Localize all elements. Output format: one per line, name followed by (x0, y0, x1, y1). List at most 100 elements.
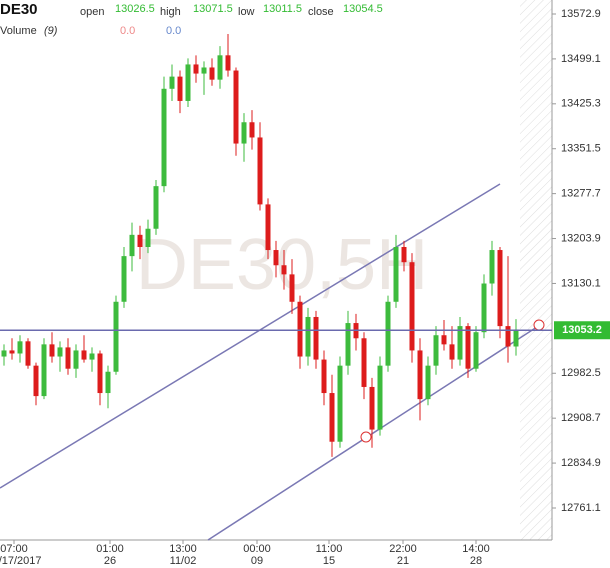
candle-body (1, 350, 7, 357)
candle-body (257, 137, 263, 205)
candle-body (425, 365, 431, 400)
open-value: 13026.5 (115, 3, 155, 15)
candle-body (49, 344, 55, 357)
candle-body (489, 250, 495, 284)
candle-body (385, 301, 391, 366)
x-tick-label: 13:00 (169, 543, 197, 555)
candle-body (161, 88, 167, 187)
candle-body (297, 301, 303, 357)
x-tick-label: 14:00 (462, 543, 490, 555)
candle-body (209, 67, 215, 80)
x-tick-sublabel: 28 (470, 555, 482, 567)
header: DE30 open 13026.5 high 13071.5 low 13011… (0, 1, 383, 37)
y-tick-label: 13130.1 (561, 277, 601, 289)
candle-body (369, 386, 375, 430)
x-tick-sublabel: 11/02 (170, 555, 197, 567)
x-tick-label: 11:00 (316, 543, 343, 555)
candle-body (9, 350, 15, 354)
candle-body (137, 234, 143, 247)
open-label: open (80, 6, 104, 18)
y-tick-label: 12834.9 (561, 457, 601, 469)
candle-body (25, 341, 31, 366)
x-tick-sublabel: 15 (323, 555, 335, 567)
current-price-label: 13053.2 (562, 324, 602, 336)
candle-body (193, 64, 199, 74)
x-tick-sublabel: 09 (251, 555, 263, 567)
volume-period: (9) (44, 25, 58, 37)
candle-body (177, 76, 183, 101)
candle-body (473, 332, 479, 369)
candle-body (97, 353, 103, 394)
y-tick-label: 13203.9 (561, 232, 601, 244)
candle-body (129, 234, 135, 257)
y-tick-label: 13499.1 (561, 53, 601, 65)
candle-body (417, 350, 423, 400)
candle-body (345, 323, 351, 366)
current-price-box (554, 321, 610, 340)
y-tick-label: 12761.1 (561, 502, 601, 514)
candle-body (225, 55, 231, 71)
anchor-point (360, 431, 372, 443)
x-tick-sublabel: 26 (104, 555, 116, 567)
candle-body (409, 262, 415, 351)
candle-body (321, 359, 327, 394)
y-tick-label: 12908.7 (561, 412, 601, 424)
trend-line (207, 324, 541, 541)
candle-body (241, 122, 247, 144)
low-value: 13011.5 (263, 3, 302, 15)
candle-body (305, 316, 311, 357)
candle-body (481, 283, 487, 333)
candle-body (233, 70, 239, 144)
x-tick-label: 00:00 (243, 543, 271, 555)
candle-body (337, 365, 343, 442)
candle-body (73, 350, 79, 369)
candle-body (81, 350, 87, 360)
candle-body (153, 186, 159, 229)
x-tick-label: 07:00 (0, 543, 28, 555)
candle-body (41, 344, 47, 397)
candle-body (169, 76, 175, 89)
candle-body (273, 250, 279, 266)
x-tick-sublabel: 21 (397, 555, 409, 567)
candle-body (457, 326, 463, 360)
candle-body (361, 338, 367, 387)
y-tick-label: 12982.5 (561, 367, 601, 379)
y-tick-label: 13277.7 (561, 188, 601, 200)
candle-body (65, 347, 71, 369)
x-tick-label: 22:00 (389, 543, 417, 555)
candle-body (433, 335, 439, 366)
volume-label: Volume (0, 25, 37, 37)
candle-body (185, 64, 191, 101)
x-tick-sublabel: 10/17/2017 (0, 555, 42, 567)
candle-body (113, 301, 119, 372)
candle-body (497, 250, 503, 327)
y-tick-label: 13425.3 (561, 98, 601, 110)
trend-line (0, 183, 501, 489)
candle-body (145, 228, 151, 247)
close-value: 13054.5 (343, 3, 383, 15)
candle-body (121, 256, 127, 302)
candle-body (33, 365, 39, 397)
high-label: high (160, 6, 181, 18)
candle-body (441, 335, 447, 345)
candle-body (329, 393, 335, 442)
candle-body (17, 341, 23, 354)
close-label: close (308, 6, 334, 18)
candle-body (401, 246, 407, 263)
symbol: DE30 (0, 1, 38, 18)
candle-body (57, 347, 63, 357)
volume-down: 0.0 (166, 25, 181, 37)
candle-body (281, 265, 287, 275)
candle-body (313, 316, 319, 360)
candle-body (377, 365, 383, 430)
candle-body (449, 344, 455, 360)
low-label: low (238, 6, 255, 18)
watermark: DE30,5H (136, 225, 428, 305)
future-area (520, 0, 552, 540)
candle-body (289, 274, 295, 302)
candle-body (249, 122, 255, 138)
plot (1, 34, 519, 457)
candle-body (513, 329, 519, 347)
high-value: 13071.5 (193, 3, 233, 15)
